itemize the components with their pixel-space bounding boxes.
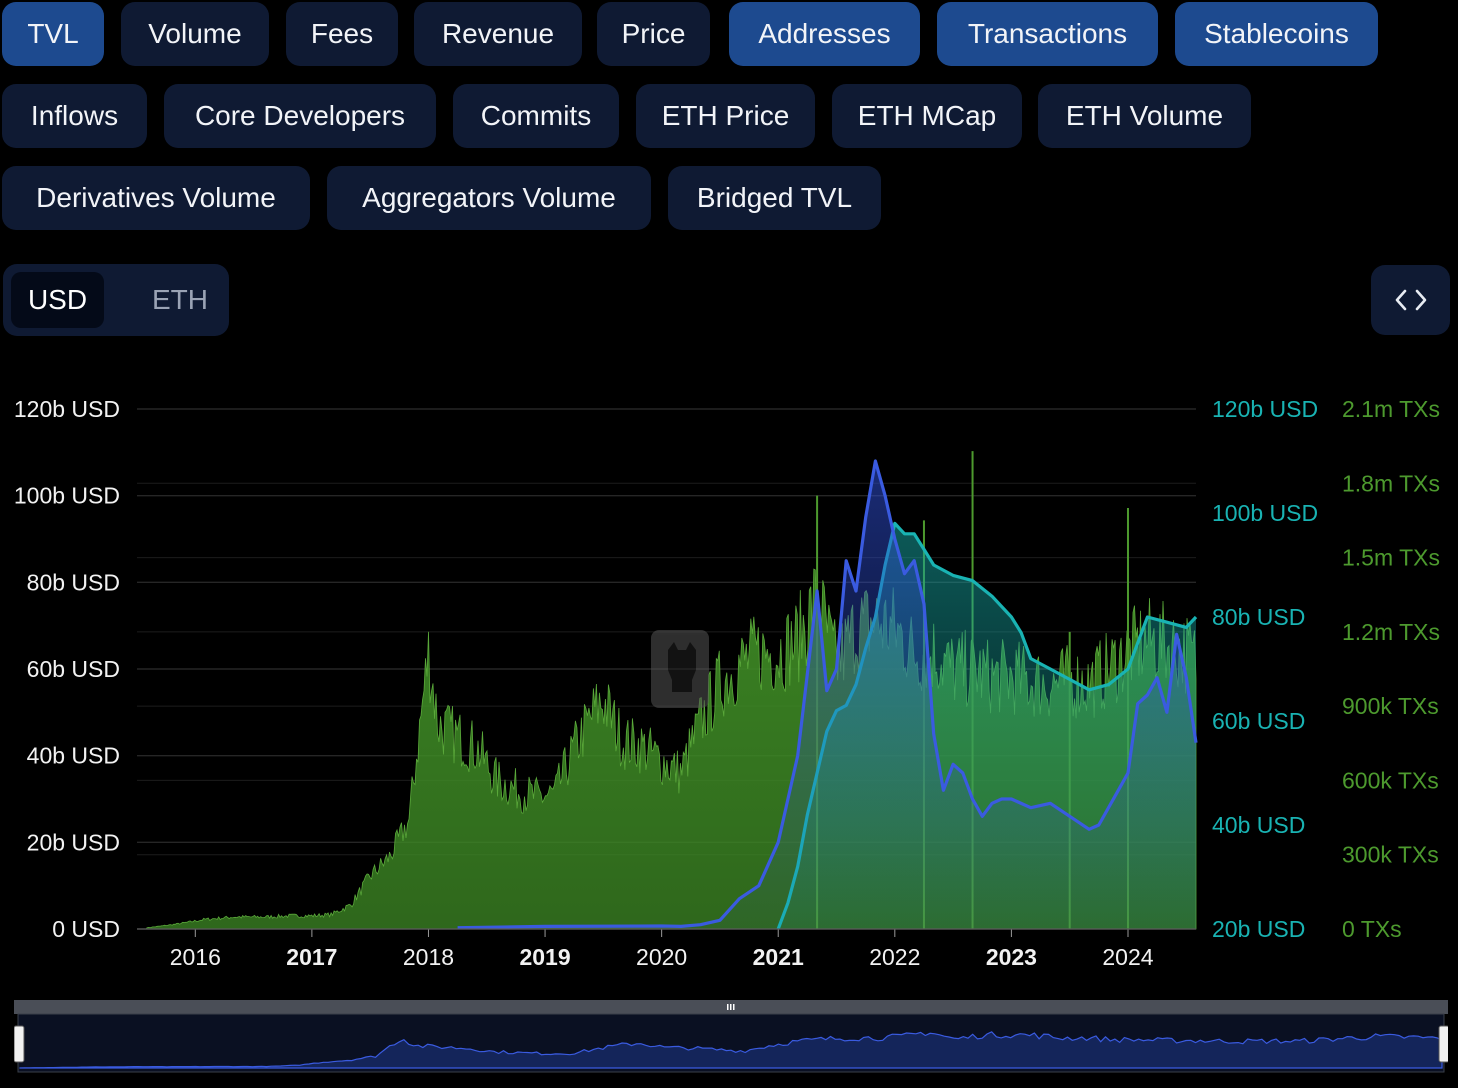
- denomination-eth-button[interactable]: ETH: [152, 284, 208, 315]
- chart-axes: 0 USD 20b USD 40b USD 60b USD 80b USD 100b US…: [14, 396, 1440, 970]
- left-axis-tick: 40b USD: [27, 743, 120, 769]
- stablecoins-axis-tick: 60b USD: [1212, 708, 1305, 734]
- chart-series: [146, 451, 1198, 930]
- toggle-transactions-button[interactable]: Transactions: [937, 2, 1158, 66]
- x-axis-tick: 2022: [869, 944, 920, 970]
- toggle-core-developers-button[interactable]: Core Developers: [164, 84, 436, 148]
- transactions-axis-tick: 600k TXs: [1342, 767, 1439, 793]
- toggle-inflows-button[interactable]: Inflows: [2, 84, 147, 148]
- denomination-switch: USD ETH: [3, 264, 229, 336]
- left-axis-tick: 20b USD: [27, 829, 120, 855]
- toggle-eth-volume-button[interactable]: ETH Volume: [1038, 84, 1251, 148]
- transactions-axis-tick: 1.5m TXs: [1342, 545, 1440, 571]
- left-axis-tick: 80b USD: [27, 569, 120, 595]
- code-brackets-icon: [1395, 289, 1427, 311]
- tvl-series-line: [457, 459, 1198, 930]
- transactions-axis-tick: 2.1m TXs: [1342, 396, 1440, 422]
- range-navigator[interactable]: [14, 1000, 1448, 1076]
- toggle-fees-button[interactable]: Fees: [286, 2, 398, 66]
- stablecoins-axis-tick: 120b USD: [1212, 396, 1318, 422]
- x-axis-tick: 2017: [286, 944, 337, 970]
- stablecoins-axis-tick: 100b USD: [1212, 500, 1318, 526]
- denomination-usd-button[interactable]: USD: [11, 272, 104, 328]
- watermark-llama-shape: [668, 642, 696, 692]
- left-axis-tick: 120b USD: [14, 396, 120, 422]
- navigator-series: [19, 1031, 1443, 1069]
- stablecoins-axis-tick: 40b USD: [1212, 812, 1305, 838]
- toggle-bridged-tvl-button[interactable]: Bridged TVL: [668, 166, 881, 230]
- toggle-revenue-button[interactable]: Revenue: [414, 2, 582, 66]
- x-axis-tick: 2021: [753, 944, 804, 970]
- defillama-watermark-icon: [651, 630, 709, 708]
- x-axis-tick: 2024: [1102, 944, 1153, 970]
- toggle-eth-price-button[interactable]: ETH Price: [636, 84, 815, 148]
- stablecoins-axis-tick: 80b USD: [1212, 604, 1305, 630]
- toggle-aggregators-volume-button[interactable]: Aggregators Volume: [327, 166, 651, 230]
- toggle-derivatives-volume-button[interactable]: Derivatives Volume: [2, 166, 310, 230]
- toggle-volume-button[interactable]: Volume: [121, 2, 269, 66]
- transactions-axis-tick: 0 TXs: [1342, 916, 1402, 942]
- toggle-stablecoins-button[interactable]: Stablecoins: [1175, 2, 1378, 66]
- x-axis-tick: 2016: [170, 944, 221, 970]
- embed-code-button[interactable]: [1371, 265, 1450, 335]
- toggle-price-button[interactable]: Price: [597, 2, 710, 66]
- toggle-commits-button[interactable]: Commits: [453, 84, 619, 148]
- stablecoins-axis-tick: 20b USD: [1212, 916, 1305, 942]
- toggle-addresses-button[interactable]: Addresses: [729, 2, 920, 66]
- toggle-eth-mcap-button[interactable]: ETH MCap: [832, 84, 1022, 148]
- x-axis-tick: 2019: [519, 944, 570, 970]
- tvl-series-area: [457, 461, 1197, 929]
- x-axis-tick: 2018: [403, 944, 454, 970]
- toggle-tvl-button[interactable]: TVL: [2, 2, 104, 66]
- navigator-left-handle[interactable]: [14, 1025, 25, 1063]
- transactions-axis-tick: 300k TXs: [1342, 842, 1439, 868]
- left-axis-tick: 60b USD: [27, 656, 120, 682]
- transactions-axis-tick: 1.8m TXs: [1342, 470, 1440, 496]
- left-axis-tick: 100b USD: [14, 483, 120, 509]
- x-axis-tick: 2020: [636, 944, 687, 970]
- navigator-grip-icon: [727, 1004, 735, 1010]
- transactions-axis-tick: 1.2m TXs: [1342, 619, 1440, 645]
- left-axis-tick: 0 USD: [52, 916, 120, 942]
- tvl-chart: 0 USD 20b USD 40b USD 60b USD 80b USD 100b US…: [14, 396, 1440, 970]
- x-axis-tick: 2023: [986, 944, 1037, 970]
- navigator-right-handle[interactable]: [1438, 1025, 1448, 1063]
- transactions-axis-tick: 900k TXs: [1342, 693, 1439, 719]
